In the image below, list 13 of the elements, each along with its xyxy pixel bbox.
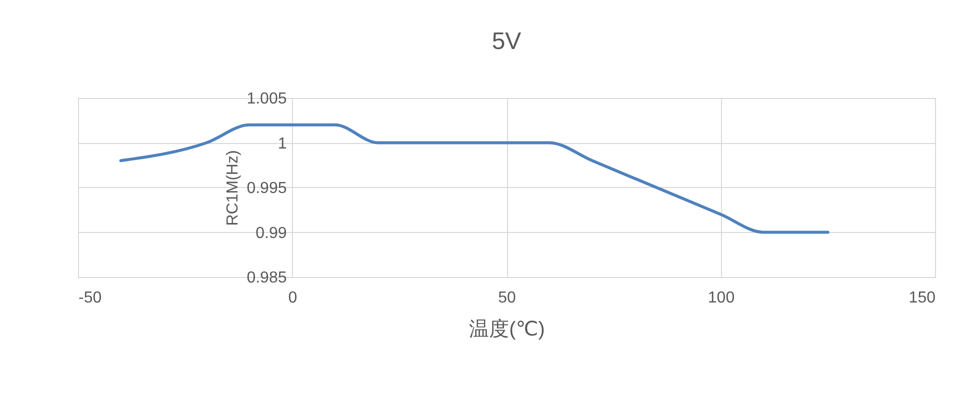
x-tick-label: 100	[708, 290, 735, 306]
y-axis-title: RC1M(Hz)	[224, 150, 242, 226]
x-tick-label: 50	[498, 290, 516, 306]
y-tick-label: 0.995	[246, 180, 287, 197]
x-tick-label: 150	[908, 290, 936, 306]
x-tick-label: 0	[288, 290, 298, 306]
y-tick-label: 1.005	[246, 90, 287, 108]
y-tick-label: 0.99	[256, 224, 287, 242]
x-axis-title: 温度(℃)	[469, 318, 545, 340]
x-tick-label: -50	[78, 290, 102, 306]
y-tick-label: 0.985	[246, 270, 287, 286]
chart-title: 5V	[492, 28, 522, 55]
y-tick-label: 1	[278, 135, 287, 152]
